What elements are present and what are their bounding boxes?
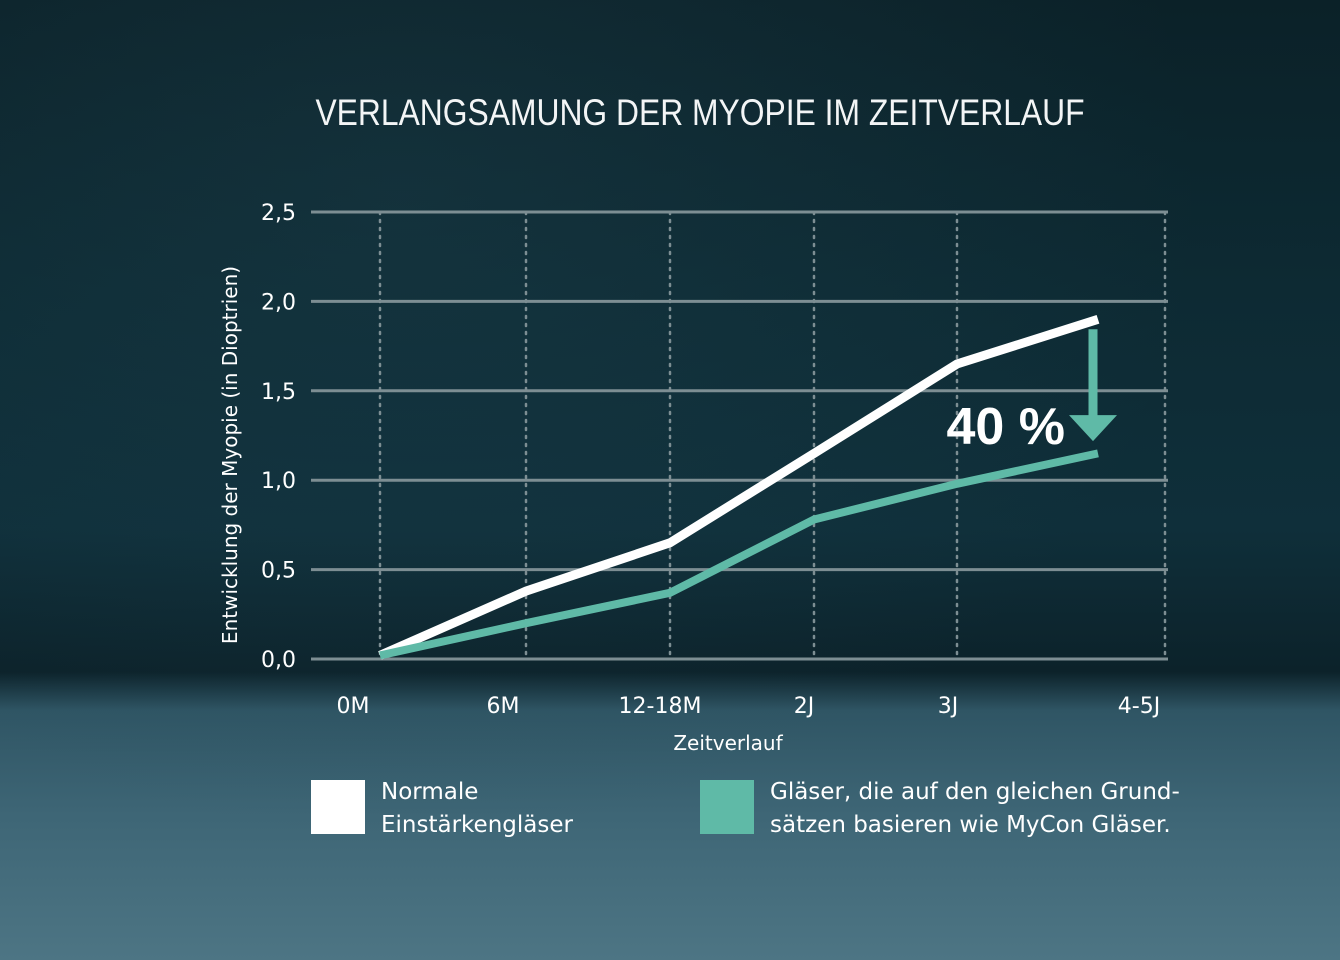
- x-tick-label: 4-5J: [1118, 694, 1160, 719]
- series-line-2: [379, 449, 1099, 660]
- series-line-1: [378, 315, 1100, 660]
- reduction-arrow-head: [1069, 415, 1117, 442]
- y-tick-label: 0,5: [261, 559, 296, 584]
- x-tick-label: 0M: [337, 694, 370, 719]
- legend-item-normal: Normale Einstärkengläser: [311, 776, 573, 842]
- x-tick-label: 6M: [487, 694, 520, 719]
- y-tick-label: 0,0: [261, 648, 296, 673]
- x-axis-label: Zeitverlauf: [673, 731, 783, 755]
- legend-label-normal: Normale Einstärkengläser: [381, 776, 573, 842]
- legend-swatch-normal: [311, 780, 365, 834]
- legend-line: Einstärkengläser: [381, 812, 573, 838]
- y-tick-label: 1,0: [261, 469, 296, 494]
- y-tick-label: 2,5: [261, 201, 296, 226]
- x-tick-label: 12-18M: [619, 694, 702, 719]
- y-tick-label: 2,0: [261, 290, 296, 315]
- legend-line: sätzen basieren wie MyCon Gläser.: [770, 812, 1171, 838]
- y-axis-label: Entwicklung der Myopie (in Dioptrien): [218, 266, 242, 644]
- legend-swatch-mycon: [700, 780, 754, 834]
- legend-line: Normale: [381, 779, 479, 805]
- legend-item-mycon: Gläser, die auf den gleichen Grund- sätz…: [700, 776, 1180, 842]
- y-tick-label: 1,5: [261, 380, 296, 405]
- legend-label-mycon: Gläser, die auf den gleichen Grund- sätz…: [770, 776, 1180, 842]
- x-tick-label: 3J: [938, 694, 959, 719]
- legend-line: Gläser, die auf den gleichen Grund-: [770, 779, 1180, 805]
- x-tick-label: 2J: [794, 694, 815, 719]
- chart-title: VERLANGSAMUNG DER MYOPIE IM ZEITVERLAUF: [315, 92, 1085, 133]
- reduction-annotation: 40 %: [946, 398, 1065, 456]
